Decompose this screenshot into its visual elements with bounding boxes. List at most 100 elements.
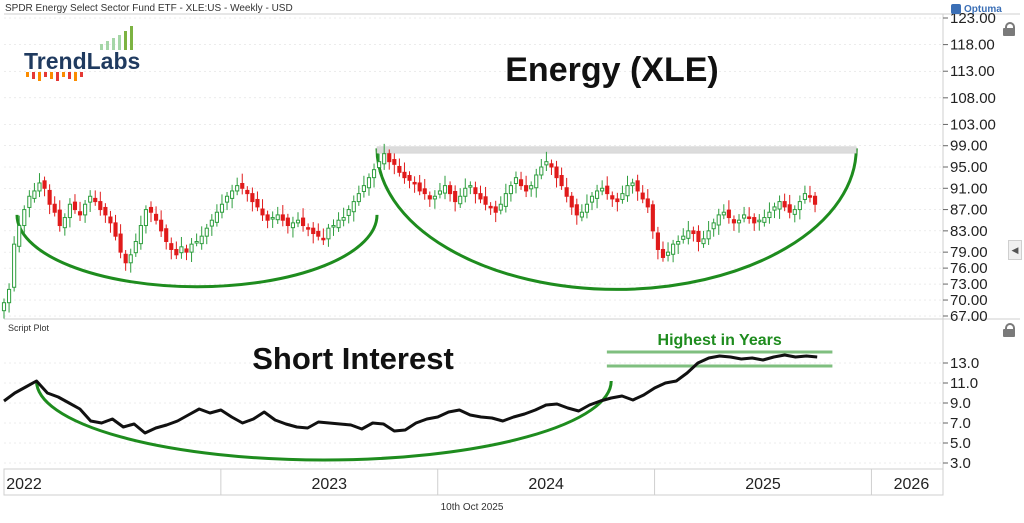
- candle-body: [250, 193, 255, 203]
- candle-body: [52, 203, 57, 213]
- lock-icon[interactable]: [1003, 22, 1015, 36]
- chevron-left-icon[interactable]: ◀: [1008, 240, 1022, 260]
- logo-bar: [124, 31, 127, 50]
- logo-bar: [62, 72, 65, 77]
- candle-body: [98, 201, 103, 211]
- short-interest-arc: [35, 380, 613, 462]
- candle-body: [767, 211, 772, 219]
- candle-body: [782, 201, 787, 208]
- candle-body: [671, 243, 676, 255]
- candle-body: [184, 248, 189, 253]
- candle-body: [559, 175, 564, 187]
- lock-icon[interactable]: [1003, 323, 1015, 337]
- candle-body: [189, 243, 194, 253]
- candle-body: [214, 211, 219, 223]
- candle-body: [807, 195, 813, 198]
- candle-body: [483, 196, 488, 205]
- candle-body: [691, 230, 696, 235]
- candle-body: [402, 171, 407, 179]
- candle-body: [123, 253, 128, 264]
- candle-body: [311, 227, 316, 235]
- logo-bar: [38, 72, 41, 81]
- candle-body: [148, 206, 154, 213]
- candle-body: [179, 246, 184, 254]
- price-tick-label: 87.00: [950, 202, 988, 219]
- candle-body: [503, 193, 508, 207]
- candle-body: [731, 219, 737, 224]
- short-interest-tick-label: 11.0: [950, 375, 978, 392]
- candle-body: [47, 189, 52, 205]
- short-interest-tick-label: 13.0: [950, 355, 979, 372]
- candle-body: [245, 189, 250, 195]
- candle-body: [518, 179, 524, 187]
- candle-body: [67, 203, 72, 219]
- candle-body: [143, 209, 149, 227]
- candle-body: [346, 209, 351, 216]
- date-label: 10th Oct 2025: [441, 502, 504, 513]
- candle-body: [706, 230, 711, 240]
- candle-body: [549, 163, 554, 168]
- candle-body: [574, 204, 579, 216]
- candle-body: [83, 203, 88, 216]
- candle-body: [387, 153, 392, 163]
- logo-bar: [80, 72, 83, 77]
- candle-body: [37, 182, 42, 192]
- candle-body: [747, 216, 752, 220]
- short-interest-subtitle: Script Plot: [8, 323, 50, 333]
- candle-body: [260, 208, 265, 216]
- short-interest-line: [3, 353, 818, 435]
- candle-body: [361, 185, 366, 192]
- candle-body: [194, 241, 199, 244]
- candle-body: [290, 222, 296, 229]
- candle-body: [453, 190, 458, 203]
- logo-bar: [68, 72, 71, 79]
- candle-body: [600, 187, 605, 192]
- year-label: 2022: [6, 476, 42, 493]
- candle-body: [772, 206, 777, 211]
- candle-body: [397, 165, 402, 173]
- candle-body: [174, 248, 179, 256]
- candle-body: [493, 206, 498, 213]
- candle-body: [240, 182, 245, 189]
- price-tick-label: 113.00: [950, 63, 995, 80]
- short-interest-tick-label: 3.0: [950, 455, 971, 472]
- candle-body: [275, 214, 280, 221]
- year-label: 2025: [745, 476, 781, 493]
- price-tick-label: 95.00: [950, 159, 988, 176]
- candle-body: [589, 195, 595, 203]
- candle-body: [498, 203, 503, 211]
- candle-body: [265, 214, 270, 221]
- candle-body: [154, 213, 159, 221]
- short-interest-title: Short Interest: [252, 341, 454, 376]
- candle-body: [199, 235, 204, 245]
- candle-body: [650, 204, 655, 232]
- candle-body: [306, 227, 311, 230]
- candle-body: [812, 195, 818, 205]
- candle-body: [432, 195, 437, 200]
- candle-body: [665, 251, 671, 256]
- candle-body: [797, 201, 802, 211]
- candle-body: [219, 203, 225, 213]
- candle-body: [544, 161, 549, 166]
- candle-body: [316, 230, 321, 237]
- year-label: 2023: [311, 476, 347, 493]
- candle-body: [736, 219, 742, 224]
- candle-body: [539, 166, 544, 176]
- candle-body: [159, 219, 164, 232]
- candle-body: [224, 195, 230, 203]
- candle-body: [458, 195, 463, 205]
- candle-body: [696, 230, 701, 242]
- candle-body: [422, 188, 427, 195]
- candle-body: [508, 185, 513, 195]
- price-tick-label: 73.00: [950, 276, 988, 293]
- candle-body: [777, 201, 782, 210]
- candle-body: [128, 254, 133, 264]
- candle-body: [280, 214, 285, 221]
- candle-body: [660, 248, 666, 258]
- candle-body: [336, 219, 341, 229]
- candle-body: [366, 177, 372, 189]
- candle-body: [584, 203, 590, 213]
- highest-in-years-label: Highest in Years: [658, 332, 782, 349]
